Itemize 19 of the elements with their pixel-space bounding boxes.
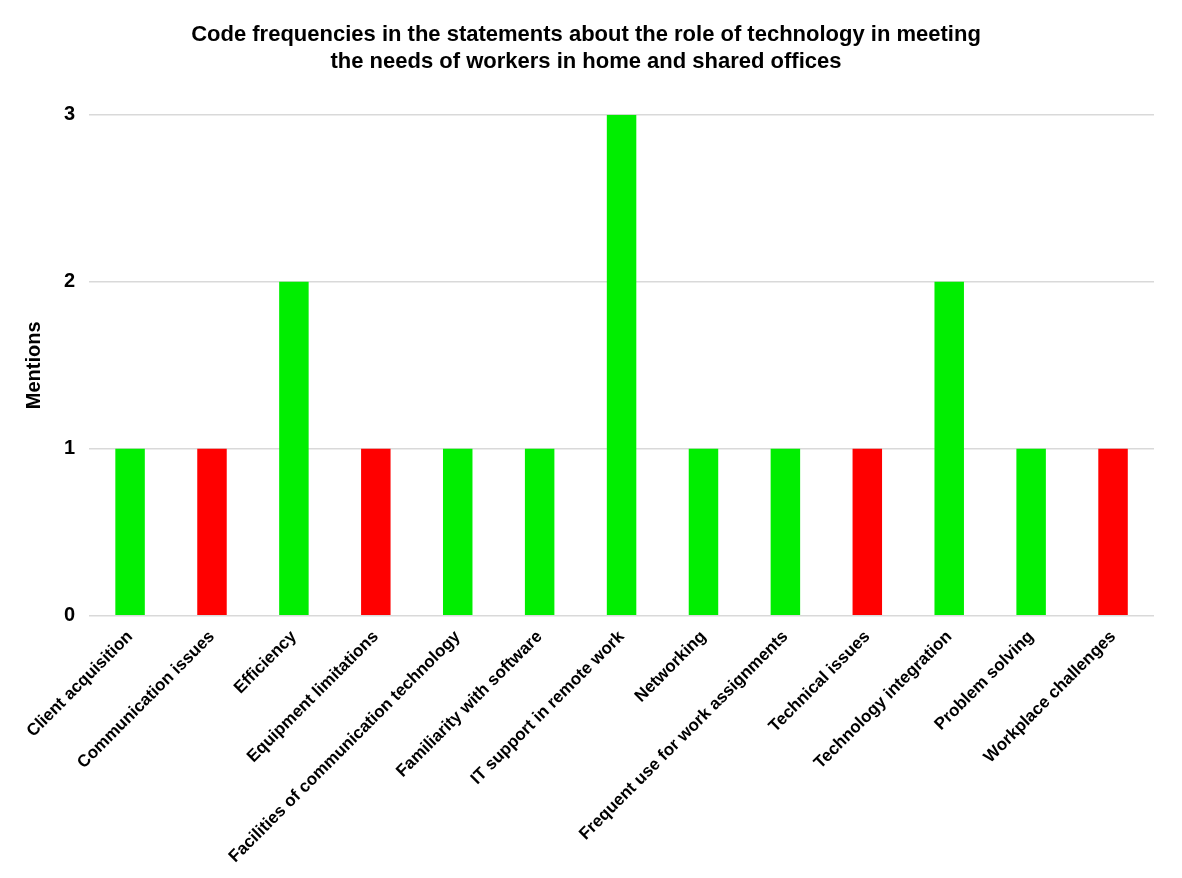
y-tick-label: 1 — [64, 436, 76, 459]
y-tick-label: 3 — [64, 102, 76, 125]
bar — [197, 448, 227, 616]
bar — [770, 448, 801, 616]
bar — [279, 281, 309, 616]
y-tick-label: 2 — [64, 269, 76, 292]
chart-title: Code frequencies in the statements about the role of technology in meeting the needs of workers in home and shared offices — [191, 21, 981, 73]
y-axis-title: Mentions — [21, 321, 44, 410]
bar — [688, 448, 719, 616]
bar — [1016, 448, 1046, 616]
bar — [442, 448, 473, 616]
bar — [361, 448, 391, 616]
bar — [115, 448, 145, 616]
y-tick-label: 0 — [64, 603, 76, 626]
bar — [524, 448, 555, 616]
bar — [606, 114, 637, 616]
bar — [1098, 448, 1128, 616]
bar — [852, 448, 883, 616]
bar — [934, 281, 964, 616]
